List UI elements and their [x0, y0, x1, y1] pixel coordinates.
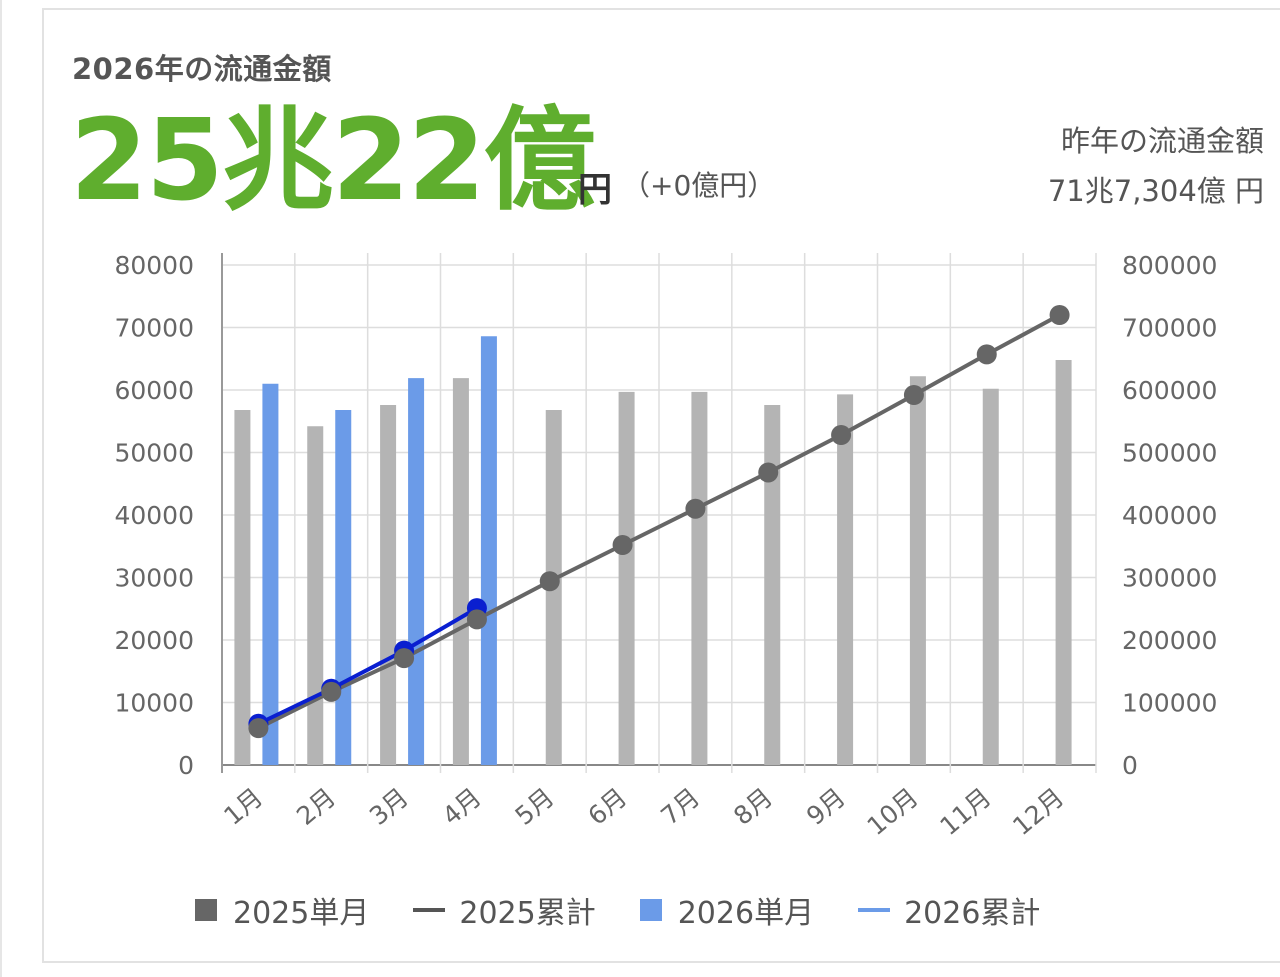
x-tick-label: 7月	[655, 782, 705, 831]
x-tick-label: 5月	[510, 782, 560, 831]
legend-item-2025-monthly: 2025単月	[195, 888, 369, 932]
y-right-tick-label: 600000	[1122, 376, 1217, 405]
x-tick-label: 12月	[1007, 782, 1069, 841]
point-2025-cumulative-9	[831, 425, 852, 445]
bar-2025-12	[1055, 360, 1072, 765]
amount-unit: 円	[578, 170, 612, 210]
y-left-tick-label: 50000	[114, 439, 194, 468]
point-2025-cumulative-3	[394, 648, 415, 669]
bar-2026-4	[480, 336, 497, 765]
point-2025-cumulative-4	[466, 609, 487, 630]
legend-label-2025-cumulative: 2025累計	[459, 896, 596, 931]
total-amount: 25兆22億	[70, 96, 596, 226]
legend-item-2026-cumulative: 2026累計	[858, 888, 1040, 932]
legend-item-2026-monthly: 2026単月	[639, 888, 815, 932]
left-edge-divider	[0, 0, 2, 977]
x-tick-label: 10月	[862, 782, 924, 841]
x-tick-label: 4月	[437, 782, 487, 831]
y-left-tick-label: 20000	[114, 626, 194, 655]
bar-2025-11	[982, 388, 999, 765]
bar-2025-3	[380, 405, 397, 765]
y-right-tick-label: 700000	[1122, 314, 1217, 343]
line-2025-cumulative	[257, 313, 1061, 730]
page-title: 2026年の流通金額	[72, 52, 332, 86]
point-2025-cumulative-12	[1049, 305, 1070, 325]
y-right-tick-label: 200000	[1122, 626, 1217, 655]
legend-label-2026-cumulative: 2026累計	[904, 896, 1041, 931]
legend-swatch-2026-monthly	[639, 899, 662, 921]
y-right-tick-label: 500000	[1122, 439, 1217, 468]
y-right-tick-label: 0	[1122, 751, 1138, 780]
legend-item-2025-cumulative: 2025累計	[413, 888, 596, 932]
bar-2025-6	[618, 391, 635, 765]
x-tick-label: 8月	[728, 782, 778, 831]
y-left-tick-label: 60000	[114, 376, 194, 405]
point-2025-cumulative-5	[539, 571, 560, 592]
bar-2025-8	[764, 405, 781, 765]
y-left-tick-label: 30000	[114, 564, 194, 593]
chart-legend: 2025単月 2025累計 2026単月 2026累計	[195, 888, 1084, 932]
legend-label-2026-monthly: 2026単月	[677, 896, 815, 931]
point-2025-cumulative-1	[248, 718, 269, 739]
point-2025-cumulative-2	[321, 681, 342, 702]
x-tick-label: 1月	[218, 782, 268, 831]
y-left-tick-label: 70000	[114, 314, 194, 343]
bar-2025-1	[234, 410, 251, 765]
point-2025-cumulative-10	[903, 385, 924, 405]
x-tick-label: 3月	[364, 782, 414, 831]
y-right-tick-label: 100000	[1122, 689, 1217, 718]
bar-2025-9	[837, 394, 854, 765]
legend-swatch-2025-monthly	[195, 899, 217, 921]
y-left-tick-label: 40000	[114, 501, 194, 530]
y-right-tick-label: 800000	[1122, 251, 1217, 280]
bar-2026-3	[408, 378, 425, 765]
bar-2025-7	[691, 391, 708, 765]
point-2025-cumulative-7	[685, 498, 706, 519]
y-right-tick-label: 300000	[1122, 564, 1217, 593]
y-left-tick-label: 0	[178, 751, 194, 780]
point-2025-cumulative-11	[976, 344, 997, 365]
x-tick-label: 6月	[582, 782, 632, 831]
bar-2025-2	[307, 426, 324, 765]
legend-swatch-2026-cumulative	[858, 908, 891, 912]
bar-2026-1	[262, 383, 279, 765]
amount-diff: （+0億円）	[622, 169, 776, 202]
legend-swatch-2025-cumulative	[413, 908, 446, 912]
previous-year-label: 昨年の流通金額	[1060, 124, 1264, 158]
x-tick-label: 11月	[934, 782, 996, 841]
bar-2025-10	[909, 376, 926, 765]
line-2026-cumulative	[257, 606, 478, 726]
x-tick-label: 9月	[801, 782, 851, 831]
bar-2025-4	[452, 378, 469, 765]
y-left-tick-label: 80000	[114, 251, 194, 280]
legend-label-2025-monthly: 2025単月	[233, 896, 370, 931]
y-left-tick-label: 10000	[114, 689, 194, 718]
point-2025-cumulative-8	[758, 462, 779, 483]
point-2025-cumulative-6	[612, 535, 633, 555]
previous-year-value: 71兆7,304億 円	[1047, 174, 1264, 208]
bar-2026-2	[335, 410, 352, 765]
x-tick-label: 2月	[291, 782, 341, 831]
y-right-tick-label: 400000	[1122, 501, 1217, 530]
